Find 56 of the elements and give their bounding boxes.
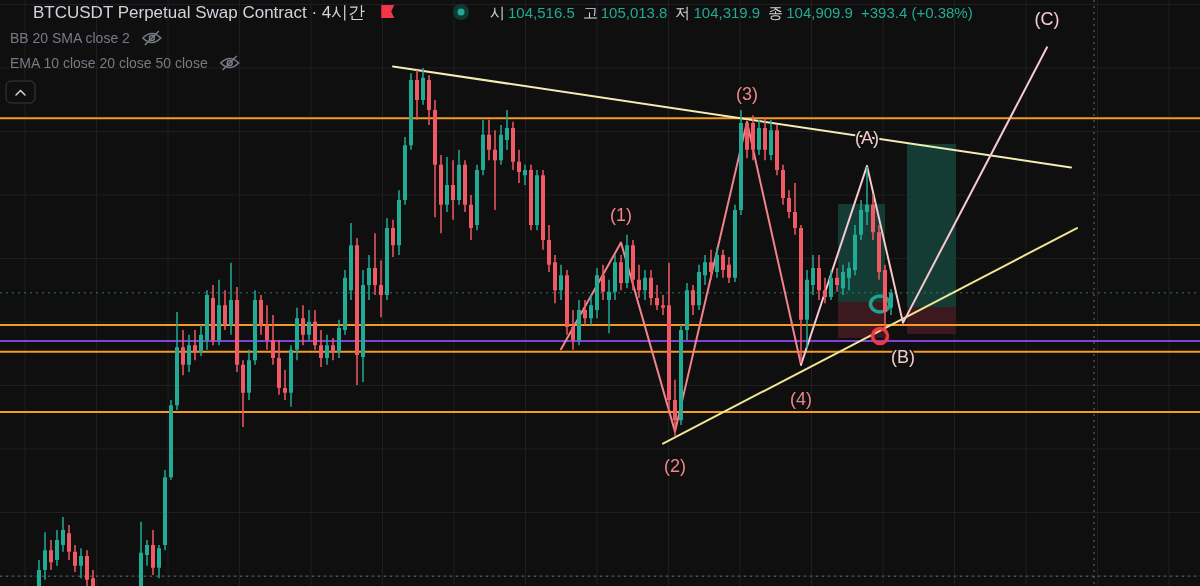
candlestick (523, 164, 527, 186)
candlestick (331, 337, 335, 361)
text: 고 (582, 4, 598, 21)
candlestick (241, 360, 245, 427)
candlestick (793, 183, 797, 235)
annotation: (3) (736, 83, 758, 104)
candlestick (823, 277, 827, 304)
candlestick (835, 267, 839, 292)
candlestick (865, 166, 869, 225)
candlestick (379, 260, 383, 318)
candlestick (487, 119, 491, 161)
candlestick (451, 160, 455, 220)
annotation: (C) (1034, 9, 1060, 30)
candlestick (367, 255, 371, 301)
candlestick (283, 369, 287, 401)
candlestick (493, 130, 497, 210)
candlestick (607, 279, 611, 334)
candlestick (655, 285, 659, 310)
candlestick (517, 149, 521, 183)
candlestick (319, 330, 323, 367)
candlestick (49, 539, 53, 570)
candlestick (505, 109, 509, 150)
annotation: (2) (664, 455, 686, 476)
candlestick (373, 233, 377, 295)
annotation: (4) (790, 388, 812, 409)
text: BB 20 SMA close 2 (10, 30, 131, 46)
annotation: (B) (891, 346, 915, 367)
candlestick (79, 548, 83, 579)
candlestick (301, 305, 305, 346)
candlestick (847, 262, 851, 291)
annotation: (1) (610, 204, 632, 225)
chart-title: BTCUSDT Perpetual Swap Contract · 4시간 (33, 3, 366, 22)
text: 104,516.5 (508, 4, 575, 21)
text: 저 (675, 4, 691, 21)
candlestick (265, 305, 269, 350)
candlestick (445, 157, 449, 212)
candlestick (181, 330, 185, 376)
candlestick (229, 262, 233, 335)
text: 104,909.9 (786, 4, 853, 21)
text: 104,319.9 (693, 4, 761, 21)
candlestick (43, 532, 47, 580)
candlestick (571, 309, 575, 350)
candlestick (583, 300, 587, 325)
candlestick (661, 294, 665, 316)
candlestick (709, 249, 713, 280)
text: 종 (768, 4, 784, 21)
candlestick (271, 315, 275, 365)
text: 105,013.8 (600, 4, 668, 21)
candlestick (415, 70, 419, 120)
text: 시 (490, 4, 505, 21)
candlestick (637, 264, 641, 298)
candlestick (673, 379, 677, 437)
candlestick (193, 330, 197, 361)
annotation: EMA 10 close 20 close 50 close (10, 55, 208, 71)
text: +393.4 (+0.38%) (860, 4, 973, 21)
candlestick (145, 539, 149, 566)
